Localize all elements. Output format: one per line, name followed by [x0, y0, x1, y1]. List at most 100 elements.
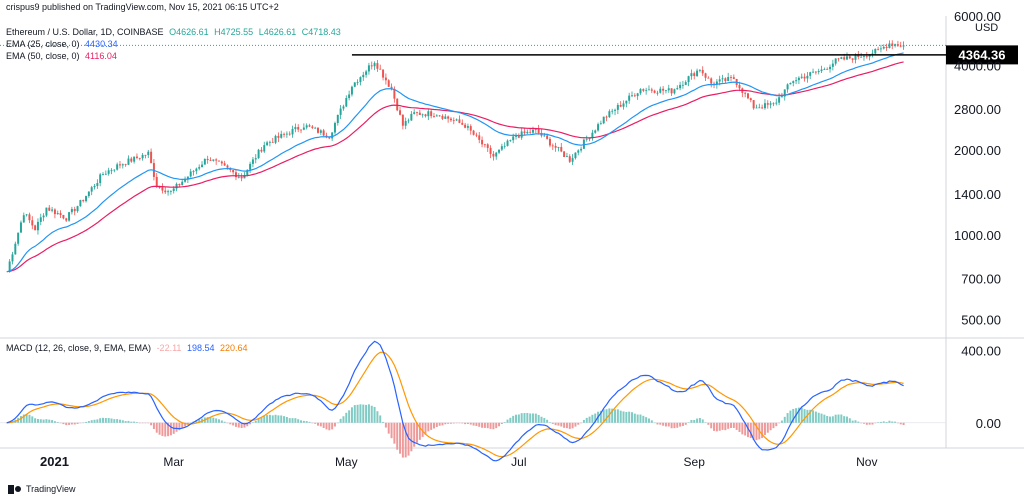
footer-brand[interactable]: TradingView	[8, 484, 76, 494]
macd-hist-bar	[789, 410, 792, 423]
candle	[823, 67, 826, 70]
macd-hist-bar	[820, 413, 823, 423]
price-tick-label: 500.00	[961, 313, 1001, 328]
macd-hist-bar	[565, 422, 568, 429]
macd-hist-bar	[628, 411, 631, 423]
candle-body	[775, 102, 778, 104]
price-tick-label: 4000.00	[954, 59, 1001, 74]
candle	[602, 116, 605, 125]
candle	[280, 130, 283, 139]
macd-hist-bar	[540, 416, 543, 423]
candle-body	[452, 120, 455, 122]
macd-hist-bar	[466, 422, 469, 424]
macd-hist-bar	[778, 422, 781, 424]
candle-body	[823, 69, 826, 70]
candle	[441, 114, 444, 120]
macd-hist-bar	[181, 422, 184, 429]
macd-hist-bar	[503, 422, 506, 423]
candle	[45, 207, 48, 217]
macd-hist-bar	[532, 413, 534, 423]
candle-body	[744, 92, 747, 94]
macd-hist-bar	[812, 410, 815, 423]
macd-hist-bar	[498, 422, 501, 427]
ema25-value: 4430.34	[85, 39, 118, 49]
macd-hist-bar	[710, 422, 713, 429]
candle-body	[22, 215, 25, 223]
macd-hist-bar	[769, 422, 772, 431]
candle-body	[246, 169, 249, 176]
candle-body	[28, 214, 31, 221]
candle-body	[475, 134, 478, 136]
candle	[314, 126, 317, 129]
candle-body	[51, 209, 54, 211]
candle-body	[608, 111, 611, 118]
macd-tick-label: 0.00	[976, 416, 1001, 431]
macd-hist-bar	[874, 422, 877, 424]
macd-legend[interactable]: MACD (12, 26, close, 9, EMA, EMA) -22.11…	[6, 343, 251, 353]
candle	[240, 173, 243, 182]
candle	[438, 114, 441, 117]
candle	[710, 77, 713, 88]
ema50-legend[interactable]: EMA (50, close, 0) 4116.04	[6, 51, 120, 61]
candle-body	[336, 114, 339, 123]
candle	[537, 124, 540, 135]
candle	[554, 142, 557, 152]
candle	[277, 132, 280, 143]
macd-hist-bar	[65, 422, 68, 426]
candle-body	[302, 127, 305, 130]
candle	[636, 92, 639, 100]
macd-hist-bar	[679, 422, 682, 427]
candle-body	[546, 135, 549, 139]
candle-body	[438, 115, 441, 117]
candle	[894, 43, 897, 48]
macd-hist-bar	[82, 422, 85, 424]
macd-hist-bar	[761, 422, 764, 439]
macd-hist-bar	[322, 422, 325, 429]
candle	[353, 82, 356, 88]
macd-hist-bar	[602, 409, 605, 423]
candle	[234, 169, 237, 181]
macd-hist-bar	[868, 422, 871, 425]
macd-hist-bar	[167, 422, 170, 437]
candle-body	[489, 147, 492, 154]
candle-body	[464, 124, 467, 128]
macd-hist-bar	[676, 422, 679, 428]
candle	[803, 73, 806, 82]
candle	[401, 114, 404, 130]
ohlc-high: H4725.55	[214, 27, 254, 37]
candle-body	[860, 56, 863, 58]
macd-hist-bar	[701, 419, 704, 423]
candle-body	[407, 120, 410, 122]
candle-body	[786, 84, 789, 90]
candle-body	[359, 77, 362, 82]
candle-body	[483, 144, 486, 146]
candle-body	[212, 159, 215, 161]
candle	[62, 214, 65, 220]
resistance-label-box	[946, 45, 1018, 65]
candle-body	[48, 207, 51, 211]
macd-hist-bar	[775, 422, 778, 427]
candle	[370, 61, 373, 70]
currency-label: USD	[975, 22, 999, 34]
candle	[891, 40, 894, 50]
macd-hist-bar	[746, 422, 749, 438]
macd-hist-bar	[113, 419, 116, 423]
candle	[435, 114, 438, 117]
candle-body	[701, 69, 704, 74]
ema25-legend[interactable]: EMA (25, close, 0) 4430.34	[6, 39, 121, 49]
candle-body	[509, 140, 512, 141]
candle	[506, 139, 509, 147]
macd-hist-bar	[135, 422, 138, 423]
candle	[455, 118, 458, 122]
candle	[746, 93, 749, 100]
candle-body	[888, 43, 891, 48]
macd-hist-bar	[568, 422, 571, 429]
time-axis: 2021 Mar May Jul Sep Nov	[40, 454, 877, 469]
candle-body	[350, 86, 353, 95]
macd-hist-bar	[22, 414, 25, 423]
candle-body	[679, 84, 682, 89]
macd-hist-bar	[721, 422, 724, 430]
candle-body	[481, 139, 484, 145]
macd-hist-bar	[500, 422, 503, 424]
